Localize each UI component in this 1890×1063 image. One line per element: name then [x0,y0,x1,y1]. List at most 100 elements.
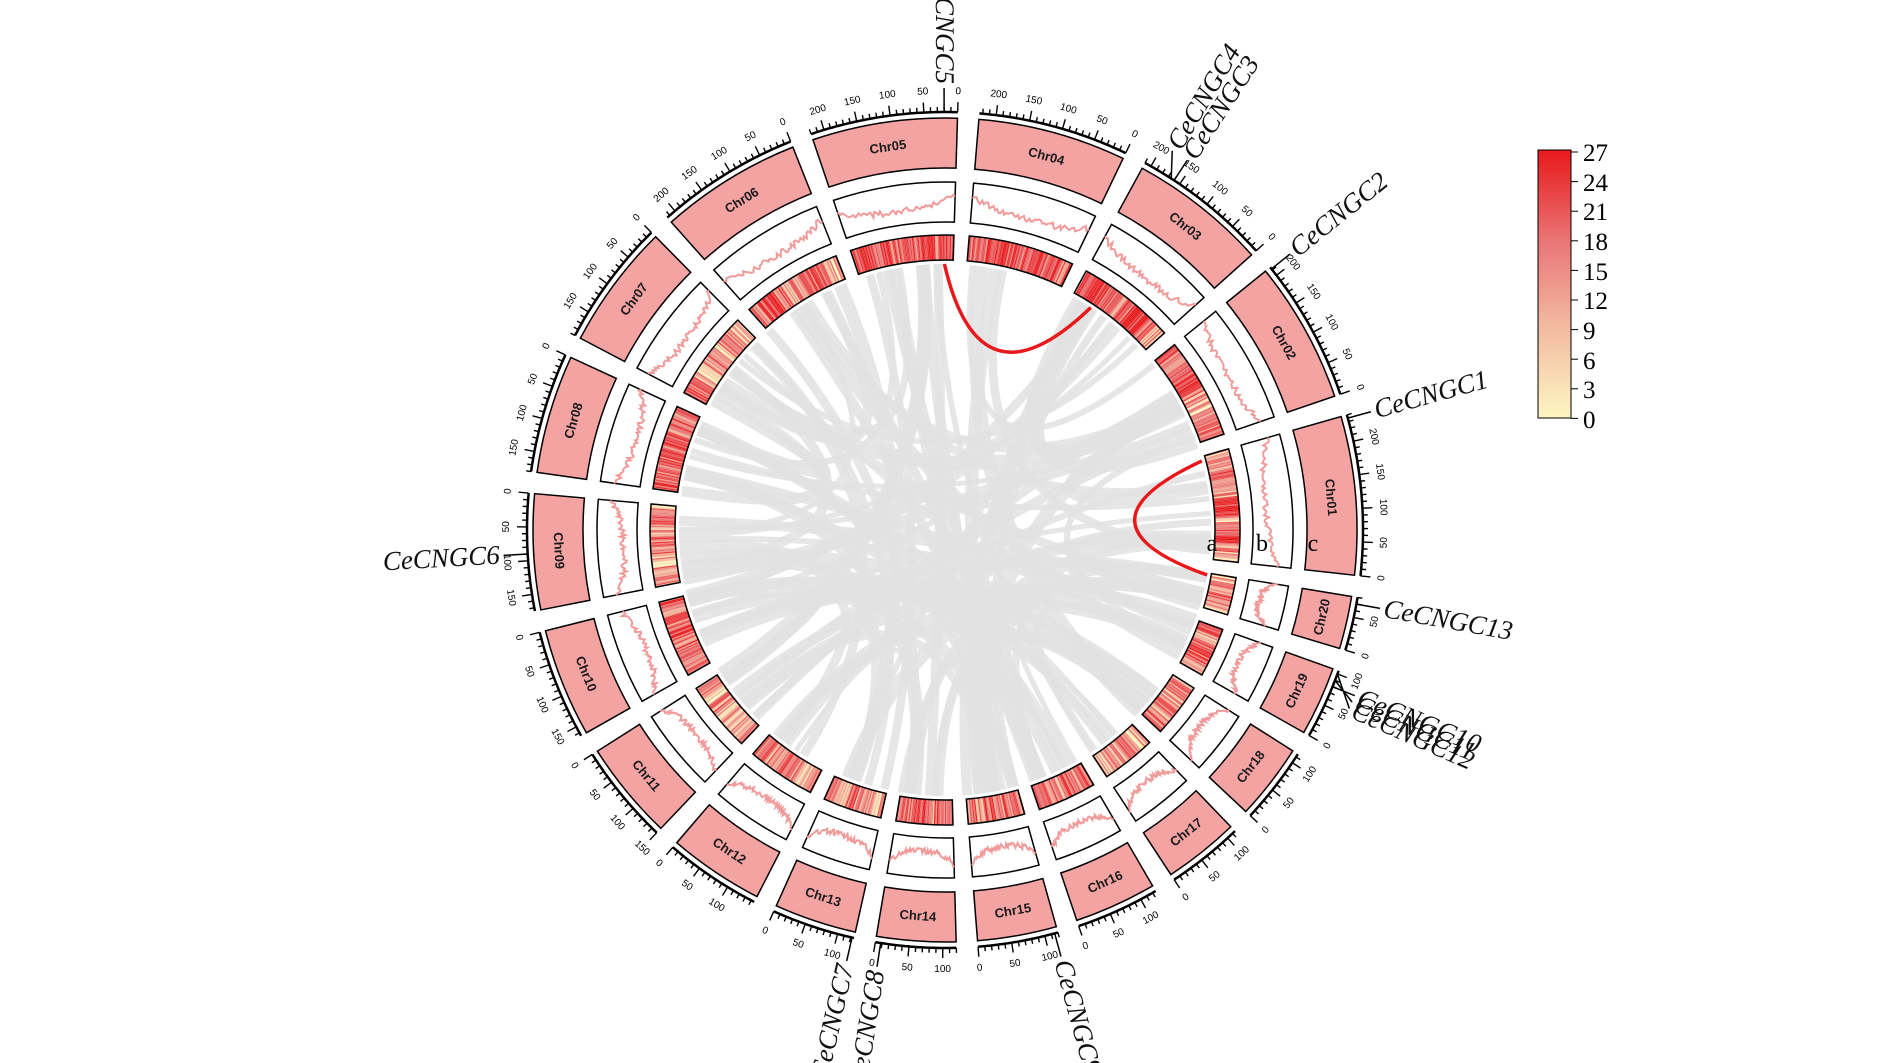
density-cell [706,355,728,372]
density-cell [664,436,690,446]
density-cell [988,796,995,822]
density-cell [1212,488,1238,494]
density-cell [705,356,727,373]
density-cell [1183,655,1206,669]
scale-tick-label: 100 [934,964,951,975]
density-cell [950,235,953,261]
density-cell [653,573,679,580]
scale-tick [543,396,549,400]
density-cell [670,628,695,640]
density-cell [716,700,737,718]
scale-tick [1306,317,1312,321]
scale-tick-label: 50 [522,665,536,679]
density-cell [1207,461,1233,469]
scale-tick [1184,871,1189,877]
density-cell [661,448,686,457]
density-cell [1214,545,1240,549]
density-cell [904,237,910,263]
density-cell [1102,290,1119,312]
density-cell [672,634,697,646]
scale-tick [1360,486,1366,489]
density-cell [917,236,921,262]
density-cell [1214,525,1240,528]
scale-tick [1057,932,1060,938]
density-cell [1068,769,1082,793]
scale-axis [1144,161,1258,252]
collinearity-link [845,320,1115,779]
density-cell [651,558,677,563]
scale-tick [894,944,897,951]
density-cell [920,799,924,825]
density-cell [650,508,676,512]
track-letter-c: c [1308,531,1319,557]
collinearity-link [687,305,1095,604]
density-cell [1181,387,1205,401]
gc-content-track [596,181,1294,879]
density-cell [899,238,905,264]
density-cell [665,616,690,627]
density-cell [1212,487,1238,493]
density-cell [663,441,688,451]
scale-tick-label: 100 [515,403,530,422]
density-cell [774,288,791,310]
scale-tick [1351,432,1357,436]
density-cell [650,535,676,537]
scale-tick-label: 50 [1009,957,1022,970]
density-cell [1214,524,1240,526]
density-cell [674,637,699,650]
density-cell [943,235,945,261]
density-cell [1214,538,1240,541]
density-cell [693,374,716,390]
scale-tick [1184,183,1189,189]
density-cell [902,797,908,823]
density-cell [805,767,819,791]
density-cell [718,703,739,721]
scale-tick [796,921,800,927]
scale-tick [565,714,571,718]
density-cell [650,520,676,523]
scale-tick [1226,217,1232,223]
gene-marker-line [1173,159,1188,181]
density-cell [825,259,838,283]
density-cell [987,796,993,822]
density-cell [857,787,867,813]
density-cell [832,256,843,281]
density-cell [1148,706,1169,724]
density-cell [1088,279,1103,302]
scale-tick [525,587,532,590]
density-cell [666,619,691,629]
density-cell [1205,599,1231,607]
scale-tick [1216,846,1222,852]
density-cell [1063,772,1076,796]
gc-block [1168,694,1240,769]
density-block [1153,343,1225,444]
density-cell [1076,765,1091,788]
collinearity-links [678,263,1212,797]
density-cell [707,689,728,706]
legend-tick-label: 21 [1583,199,1608,226]
density-cell [1118,736,1136,757]
density-cell [836,781,848,806]
density-cell [774,750,791,772]
density-cell [913,236,917,262]
density-cell [896,238,903,264]
density-cell [871,791,879,816]
scale-tick [1348,636,1355,640]
scale-tick [1322,347,1328,351]
collinearity-link [680,557,1068,769]
density-cell [905,797,910,823]
density-cell [987,238,993,264]
scale-tick [1028,110,1033,121]
scale-tick [1347,643,1353,646]
density-cell [1044,255,1055,280]
density-cell [858,247,867,272]
density-cell [1129,314,1148,334]
density-cell [1128,313,1147,333]
density-cell [1056,775,1068,799]
density-cell [651,553,677,558]
density-cell [1211,574,1236,581]
density-cell [1181,659,1204,673]
density-cell [796,274,811,297]
scale-tick [1128,905,1132,911]
gene-density-track [649,234,1241,826]
